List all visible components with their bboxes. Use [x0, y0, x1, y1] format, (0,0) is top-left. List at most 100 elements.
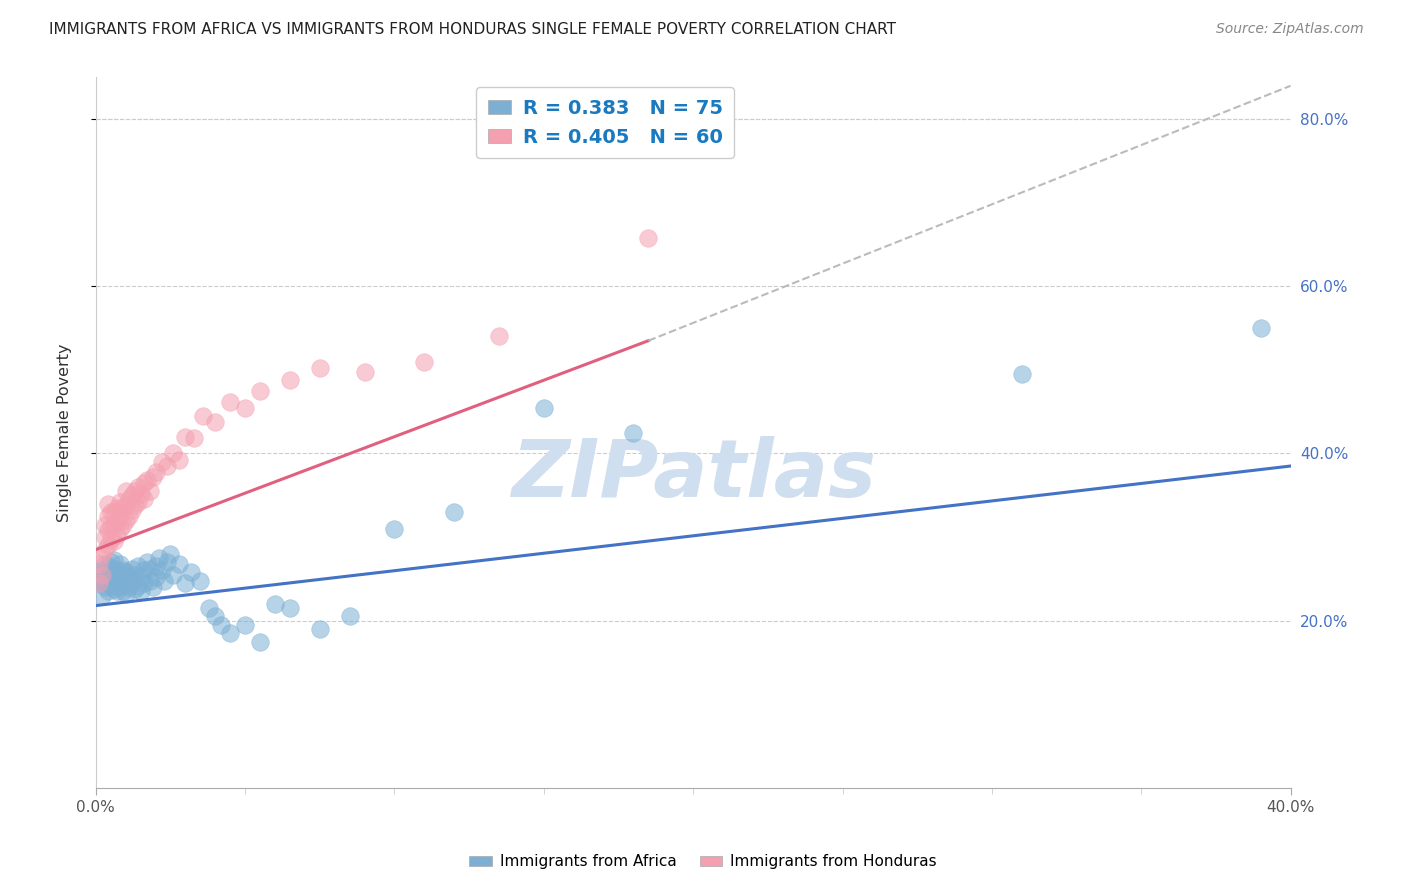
- Point: [105, 564, 128, 578]
- Point: [103, 517, 125, 532]
- Point: [97, 538, 120, 552]
- Point: [87, 576, 110, 591]
- Point: [97, 524, 120, 538]
- Point: [169, 557, 191, 571]
- Point: [219, 394, 242, 409]
- Point: [100, 578, 122, 592]
- Point: [103, 553, 125, 567]
- Point: [105, 500, 128, 515]
- Point: [108, 578, 131, 592]
- Point: [100, 520, 122, 534]
- Point: [308, 622, 330, 636]
- Point: [117, 509, 139, 524]
- Point: [1011, 367, 1033, 381]
- Point: [105, 515, 128, 529]
- Point: [188, 574, 211, 588]
- Point: [488, 329, 510, 343]
- Point: [124, 484, 146, 499]
- Point: [100, 555, 122, 569]
- Point: [111, 564, 134, 578]
- Point: [97, 559, 120, 574]
- Y-axis label: Single Female Poverty: Single Female Poverty: [58, 343, 72, 522]
- Point: [132, 475, 155, 490]
- Point: [103, 534, 125, 549]
- Point: [121, 562, 143, 576]
- Point: [97, 497, 120, 511]
- Point: [103, 505, 125, 519]
- Point: [637, 231, 659, 245]
- Point: [94, 542, 117, 557]
- Point: [623, 425, 645, 440]
- Point: [533, 401, 555, 415]
- Point: [339, 609, 361, 624]
- Point: [114, 484, 136, 499]
- Point: [111, 517, 134, 532]
- Point: [413, 354, 436, 368]
- Point: [127, 495, 149, 509]
- Point: [117, 570, 139, 584]
- Point: [127, 480, 149, 494]
- Point: [103, 582, 125, 596]
- Point: [124, 582, 146, 596]
- Point: [129, 570, 152, 584]
- Point: [153, 574, 176, 588]
- Point: [97, 509, 120, 524]
- Point: [150, 455, 173, 469]
- Point: [127, 559, 149, 574]
- Point: [308, 361, 330, 376]
- Point: [97, 584, 120, 599]
- Point: [87, 567, 110, 582]
- Point: [111, 500, 134, 515]
- Point: [219, 626, 242, 640]
- Point: [121, 503, 143, 517]
- Point: [150, 564, 173, 578]
- Point: [103, 565, 125, 579]
- Legend: R = 0.383   N = 75, R = 0.405   N = 60: R = 0.383 N = 75, R = 0.405 N = 60: [475, 87, 734, 158]
- Point: [278, 373, 301, 387]
- Point: [233, 401, 256, 415]
- Point: [100, 570, 122, 584]
- Point: [183, 432, 205, 446]
- Point: [204, 609, 226, 624]
- Point: [114, 498, 136, 512]
- Point: [87, 576, 110, 591]
- Point: [135, 555, 157, 569]
- Point: [94, 517, 117, 532]
- Point: [90, 549, 112, 563]
- Point: [90, 589, 112, 603]
- Point: [174, 430, 197, 444]
- Point: [145, 570, 167, 584]
- Point: [114, 576, 136, 591]
- Point: [97, 567, 120, 582]
- Point: [111, 584, 134, 599]
- Point: [97, 576, 120, 591]
- Text: Source: ZipAtlas.com: Source: ZipAtlas.com: [1216, 22, 1364, 37]
- Point: [162, 567, 184, 582]
- Point: [94, 570, 117, 584]
- Point: [105, 584, 128, 599]
- Point: [145, 465, 167, 479]
- Point: [108, 509, 131, 524]
- Point: [108, 557, 131, 571]
- Point: [108, 567, 131, 582]
- Point: [138, 574, 160, 588]
- Point: [249, 384, 271, 398]
- Point: [138, 562, 160, 576]
- Legend: Immigrants from Africa, Immigrants from Honduras: Immigrants from Africa, Immigrants from …: [463, 848, 943, 875]
- Point: [180, 565, 202, 579]
- Point: [90, 574, 112, 588]
- Point: [94, 530, 117, 544]
- Point: [132, 564, 155, 578]
- Point: [198, 601, 221, 615]
- Point: [145, 559, 167, 574]
- Text: IMMIGRANTS FROM AFRICA VS IMMIGRANTS FROM HONDURAS SINGLE FEMALE POVERTY CORRELA: IMMIGRANTS FROM AFRICA VS IMMIGRANTS FRO…: [49, 22, 896, 37]
- Point: [114, 565, 136, 579]
- Point: [138, 484, 160, 499]
- Point: [141, 580, 163, 594]
- Point: [148, 551, 170, 566]
- Point: [121, 488, 143, 502]
- Point: [233, 617, 256, 632]
- Point: [209, 617, 232, 632]
- Point: [156, 458, 179, 473]
- Point: [135, 473, 157, 487]
